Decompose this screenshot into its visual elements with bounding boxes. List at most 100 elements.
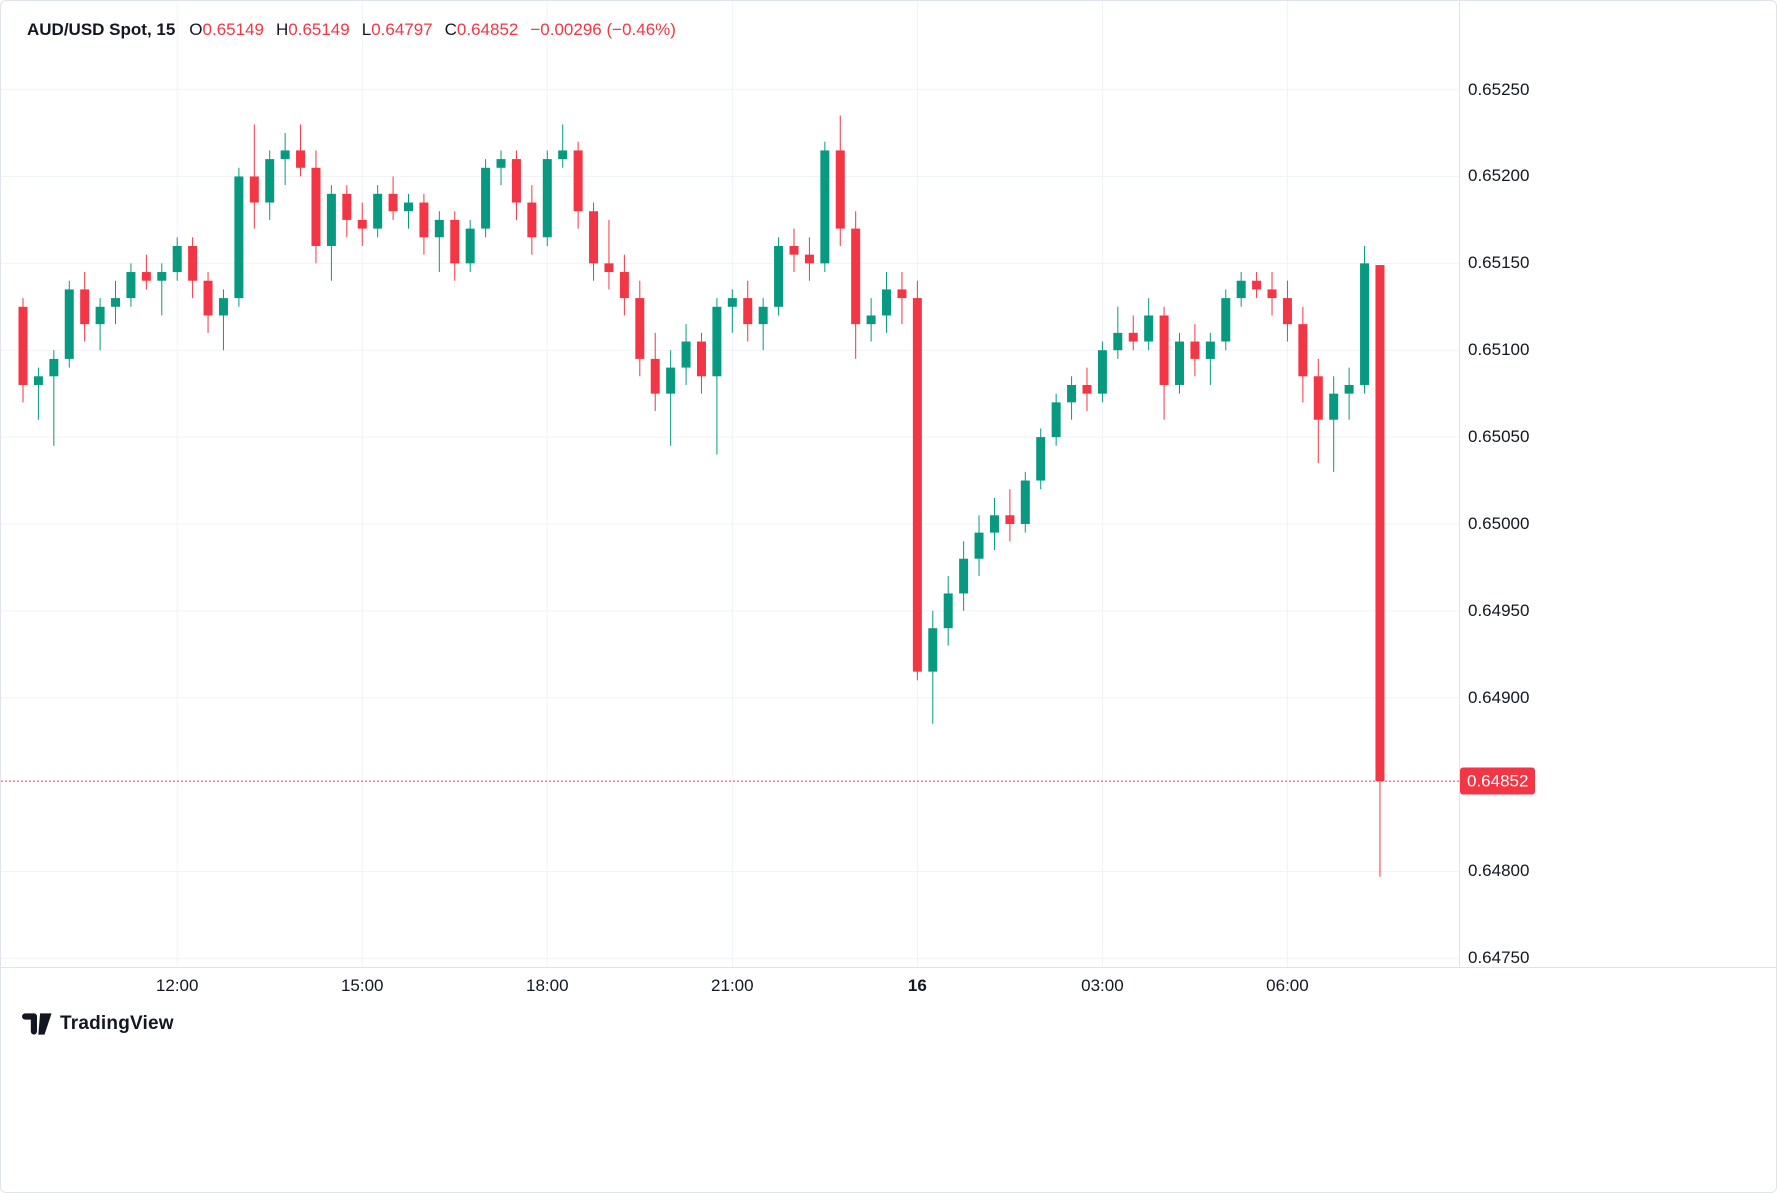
candle xyxy=(203,272,213,333)
candle xyxy=(1097,341,1107,403)
candle xyxy=(18,298,28,403)
candle-body xyxy=(188,245,198,281)
candle-body xyxy=(912,298,922,672)
candle-body xyxy=(558,150,568,160)
candle-body xyxy=(604,263,614,273)
time-tick-label: 12:00 xyxy=(155,976,199,995)
candle-body xyxy=(280,150,290,160)
low-label: L xyxy=(361,20,372,39)
candle xyxy=(33,367,43,420)
candle-body xyxy=(1005,515,1015,524)
candle xyxy=(373,185,383,238)
candle-body xyxy=(1298,324,1308,377)
candle-body xyxy=(465,228,475,264)
candle-body xyxy=(1144,315,1154,342)
price-tick-label: 0.64800 xyxy=(1468,861,1530,881)
candle xyxy=(866,298,876,342)
candle-body xyxy=(635,298,645,359)
candle-body xyxy=(481,167,491,229)
candle-body xyxy=(388,193,398,212)
candle xyxy=(573,141,583,229)
price-tick-label: 0.65100 xyxy=(1468,340,1530,360)
candle-body xyxy=(1282,298,1292,325)
low-value: 0.64797 xyxy=(371,20,433,39)
candle xyxy=(1005,489,1015,542)
candle xyxy=(342,185,352,238)
tradingview-wordmark: TradingView xyxy=(60,1013,174,1034)
candle xyxy=(172,237,182,281)
time-axis[interactable]: 12:00 15:00 18:00 21:00 16 03:00 06:00 xyxy=(1,967,1459,1007)
candle xyxy=(80,272,90,342)
symbol-title[interactable]: AUD/USD Spot, 15 xyxy=(27,20,176,39)
candle-body xyxy=(157,272,167,281)
open-value: 0.65149 xyxy=(202,20,264,39)
time-tick-label: 03:00 xyxy=(1081,976,1124,995)
candle-body xyxy=(218,298,228,316)
candle xyxy=(188,237,198,299)
candle-body xyxy=(804,254,814,264)
candle xyxy=(758,298,768,351)
candle-body xyxy=(820,150,830,264)
candle xyxy=(1282,280,1292,342)
candle xyxy=(1344,367,1354,420)
price-tick-label: 0.64750 xyxy=(1468,948,1530,968)
tradingview-watermark[interactable]: TradingView xyxy=(22,1012,174,1036)
candle xyxy=(989,497,999,551)
candle xyxy=(1313,358,1323,464)
candle xyxy=(265,150,275,220)
candle-body xyxy=(542,159,552,238)
candle-body xyxy=(851,228,861,325)
candle-body xyxy=(928,628,938,672)
candle xyxy=(481,159,491,238)
candle xyxy=(974,515,984,577)
candle xyxy=(1221,289,1231,351)
candle xyxy=(789,228,799,273)
candle-body xyxy=(1360,263,1370,385)
candle-body xyxy=(1205,341,1215,359)
candle xyxy=(1298,306,1308,403)
candle-body xyxy=(650,358,660,394)
candle-body xyxy=(666,367,676,394)
candle xyxy=(157,263,167,316)
candle xyxy=(141,254,151,290)
candle xyxy=(126,263,136,307)
candle xyxy=(1082,367,1092,412)
ohlc-low: L0.64797 xyxy=(362,19,433,41)
candle-body xyxy=(296,150,306,168)
candle xyxy=(434,211,444,273)
candle-body xyxy=(373,193,383,229)
candle xyxy=(943,576,953,646)
candle-body xyxy=(1051,402,1061,438)
candle xyxy=(1020,471,1030,533)
candle xyxy=(1067,376,1077,420)
candle xyxy=(1329,376,1339,472)
candle xyxy=(111,280,121,325)
price-axis[interactable]: 0.65250 0.65200 0.65150 0.65100 0.65050 0.650… xyxy=(1459,1,1776,968)
high-label: H xyxy=(275,20,289,39)
candle xyxy=(326,185,336,281)
candle xyxy=(681,324,691,385)
ohlc-high: H0.65149 xyxy=(276,19,350,41)
candle-body xyxy=(1267,289,1277,299)
candle xyxy=(604,219,614,290)
candle xyxy=(218,289,228,351)
candle-body xyxy=(527,202,537,238)
candle xyxy=(774,237,784,316)
candle xyxy=(882,272,892,333)
candle xyxy=(1128,315,1138,351)
candle-body xyxy=(64,289,74,359)
candle xyxy=(820,141,830,273)
candle xyxy=(650,332,660,412)
price-tick-label: 0.65000 xyxy=(1468,513,1530,533)
candle-body xyxy=(234,176,244,299)
candle-body xyxy=(789,245,799,255)
candle xyxy=(388,176,398,220)
candle-body xyxy=(172,245,182,273)
price-tick-label: 0.64900 xyxy=(1468,687,1530,707)
candle-body xyxy=(1036,437,1046,481)
candle xyxy=(249,124,259,229)
candle-body xyxy=(450,219,460,264)
candle xyxy=(357,202,367,246)
